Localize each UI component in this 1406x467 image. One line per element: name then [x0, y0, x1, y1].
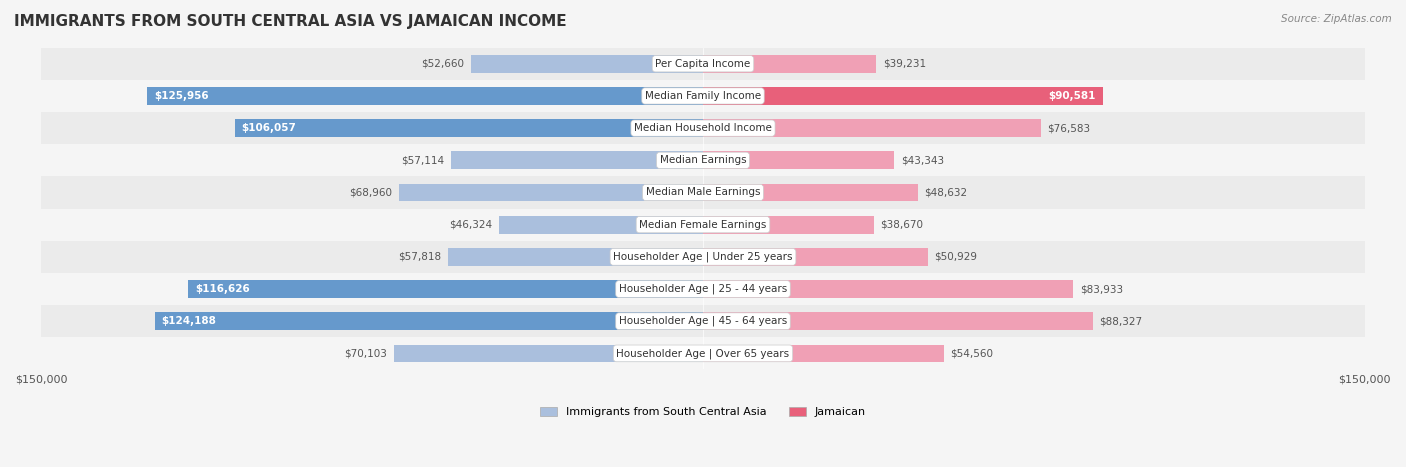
Bar [471, 55, 703, 73]
Text: $124,188: $124,188 [162, 316, 217, 326]
Bar [41, 112, 1365, 144]
Text: Median Earnings: Median Earnings [659, 156, 747, 165]
Bar [41, 273, 1365, 305]
Text: Per Capita Income: Per Capita Income [655, 59, 751, 69]
Bar [399, 184, 703, 201]
Text: $76,583: $76,583 [1047, 123, 1091, 133]
Bar [703, 184, 918, 201]
Text: Householder Age | 25 - 44 years: Householder Age | 25 - 44 years [619, 284, 787, 294]
Text: $38,670: $38,670 [880, 219, 924, 230]
Bar [155, 312, 703, 330]
Text: Median Household Income: Median Household Income [634, 123, 772, 133]
Bar [188, 280, 703, 298]
Bar [449, 248, 703, 266]
Bar [703, 119, 1040, 137]
Text: $125,956: $125,956 [153, 91, 208, 101]
Bar [41, 177, 1365, 209]
Text: Householder Age | 45 - 64 years: Householder Age | 45 - 64 years [619, 316, 787, 326]
Text: Householder Age | Under 25 years: Householder Age | Under 25 years [613, 252, 793, 262]
Text: Householder Age | Over 65 years: Householder Age | Over 65 years [616, 348, 790, 359]
Bar [703, 345, 943, 362]
Bar [41, 144, 1365, 177]
Bar [41, 80, 1365, 112]
Bar [703, 55, 876, 73]
Bar [235, 119, 703, 137]
Text: $68,960: $68,960 [349, 187, 392, 198]
Bar [41, 48, 1365, 80]
Bar [703, 87, 1102, 105]
Bar [451, 151, 703, 169]
Text: Median Family Income: Median Family Income [645, 91, 761, 101]
Text: Median Male Earnings: Median Male Earnings [645, 187, 761, 198]
Bar [41, 337, 1365, 369]
Text: $106,057: $106,057 [242, 123, 297, 133]
Text: $70,103: $70,103 [344, 348, 387, 358]
Text: $57,818: $57,818 [398, 252, 441, 262]
Bar [41, 209, 1365, 241]
Bar [41, 241, 1365, 273]
Text: $43,343: $43,343 [901, 156, 943, 165]
Text: $46,324: $46,324 [449, 219, 492, 230]
Text: $39,231: $39,231 [883, 59, 925, 69]
Bar [394, 345, 703, 362]
Bar [703, 248, 928, 266]
Text: $48,632: $48,632 [924, 187, 967, 198]
Text: $50,929: $50,929 [935, 252, 977, 262]
Bar [148, 87, 703, 105]
Legend: Immigrants from South Central Asia, Jamaican: Immigrants from South Central Asia, Jama… [536, 403, 870, 422]
Bar [703, 151, 894, 169]
Bar [703, 312, 1092, 330]
Bar [703, 216, 873, 234]
Bar [703, 280, 1073, 298]
Text: Median Female Earnings: Median Female Earnings [640, 219, 766, 230]
Text: $90,581: $90,581 [1049, 91, 1097, 101]
Text: $83,933: $83,933 [1080, 284, 1123, 294]
Text: $116,626: $116,626 [195, 284, 250, 294]
Text: $57,114: $57,114 [401, 156, 444, 165]
Bar [41, 305, 1365, 337]
Text: Source: ZipAtlas.com: Source: ZipAtlas.com [1281, 14, 1392, 24]
Text: $52,660: $52,660 [420, 59, 464, 69]
Text: IMMIGRANTS FROM SOUTH CENTRAL ASIA VS JAMAICAN INCOME: IMMIGRANTS FROM SOUTH CENTRAL ASIA VS JA… [14, 14, 567, 29]
Text: $54,560: $54,560 [950, 348, 993, 358]
Bar [499, 216, 703, 234]
Text: $88,327: $88,327 [1099, 316, 1143, 326]
